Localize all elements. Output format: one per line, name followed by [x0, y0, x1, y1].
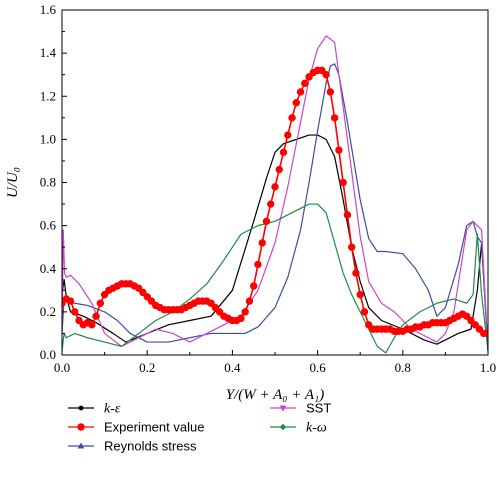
- data-point: [250, 282, 258, 290]
- data-point: [211, 303, 220, 312]
- data-point: [237, 314, 245, 323]
- x-tick-label: 1.0: [480, 360, 496, 375]
- legend-marker: [77, 423, 85, 431]
- legend-label: k-ε: [104, 402, 121, 417]
- series-4: [62, 203, 488, 354]
- y-tick-label: 0.0: [40, 347, 56, 362]
- x-tick-label: 0.6: [309, 360, 326, 375]
- data-point: [96, 299, 105, 307]
- x-tick-label: 0.0: [54, 360, 70, 375]
- data-point: [288, 114, 296, 122]
- legend-label: SST: [306, 401, 331, 416]
- data-point: [330, 114, 339, 122]
- data-point: [335, 146, 343, 154]
- legend-label: Experiment value: [104, 420, 204, 435]
- plot-area: [62, 35, 488, 354]
- data-point: [343, 211, 352, 219]
- legend-item-1: Experiment value: [68, 420, 204, 435]
- y-tick-label: 0.6: [40, 218, 57, 233]
- series-line: [62, 134, 488, 351]
- x-tick-label: 0.4: [224, 360, 241, 375]
- series-line: [62, 203, 488, 354]
- y-axis-title: U/U₀: [5, 167, 21, 198]
- y-tick-label: 0.2: [40, 304, 56, 319]
- legend-marker: [279, 423, 287, 431]
- y-tick-label: 1.2: [40, 88, 56, 103]
- data-point: [318, 66, 326, 75]
- legend-item-4: k-ω: [270, 421, 327, 436]
- axes: 0.0 0.2 0.4 0.6 0.8 1.0 0.0 0.2 0.4 0.6 0.8 1.0 1.2 1…: [5, 2, 496, 403]
- legend-item-0: k-ε: [68, 402, 121, 417]
- data-point: [267, 200, 275, 208]
- series-0: [62, 134, 488, 351]
- x-axis-title: Y/(W + A₀ + A₁): [226, 387, 324, 403]
- series-3: [62, 35, 488, 351]
- data-point: [258, 239, 266, 247]
- series-2: [62, 63, 488, 351]
- data-point: [292, 99, 300, 107]
- data-point: [339, 178, 347, 187]
- data-point: [241, 308, 249, 316]
- data-point: [284, 131, 292, 139]
- data-point: [75, 316, 83, 325]
- y-tick-label: 0.8: [40, 175, 56, 190]
- data-point: [134, 284, 143, 292]
- data-point: [100, 290, 109, 299]
- data-point: [66, 297, 75, 305]
- plot-frame: [61, 9, 489, 356]
- data-point: [360, 308, 369, 316]
- data-point: [271, 183, 279, 191]
- data-point: [279, 148, 288, 157]
- data-point: [88, 321, 96, 329]
- data-point: [92, 312, 100, 320]
- x-tick-label: 0.2: [139, 360, 155, 375]
- data-point: [463, 312, 471, 320]
- data-point: [254, 260, 262, 269]
- data-point: [147, 297, 156, 305]
- data-point: [215, 308, 224, 316]
- legend-item-2: Reynolds stress: [68, 439, 197, 454]
- series-1: [62, 66, 488, 338]
- data-point: [301, 79, 309, 88]
- y-tick-label: 1.4: [40, 45, 57, 60]
- y-tick-label: 0.4: [40, 261, 57, 276]
- data-point: [467, 316, 475, 325]
- data-point: [245, 297, 254, 305]
- legend-marker: [279, 405, 287, 412]
- legend-marker: [78, 405, 84, 411]
- data-point: [143, 293, 151, 301]
- legend: k-ε Experiment value Reynolds stress SST k-ω: [68, 401, 331, 454]
- y-tick-label: 1.6: [40, 2, 57, 17]
- data-point: [139, 288, 147, 297]
- legend-label: k-ω: [306, 421, 327, 436]
- legend-marker: [77, 442, 85, 449]
- legend-item-3: SST: [270, 401, 331, 416]
- data-point: [365, 321, 373, 329]
- data-point: [356, 290, 364, 299]
- y-tick-label: 1.0: [40, 131, 56, 146]
- data-point: [207, 299, 215, 307]
- data-point: [352, 269, 360, 277]
- data-point: [471, 321, 479, 329]
- data-point: [275, 165, 283, 174]
- legend-label: Reynolds stress: [104, 439, 197, 454]
- data-point: [326, 88, 335, 96]
- data-point: [322, 70, 330, 79]
- series-line: [62, 35, 488, 351]
- data-point: [296, 88, 305, 96]
- x-tick-label: 0.8: [395, 360, 411, 375]
- data-point: [475, 325, 484, 333]
- series-line: [62, 63, 488, 351]
- data-point: [262, 217, 271, 226]
- series-line: [62, 69, 488, 335]
- data-point: [71, 308, 79, 316]
- data-point: [347, 243, 356, 251]
- data-point: [305, 73, 313, 81]
